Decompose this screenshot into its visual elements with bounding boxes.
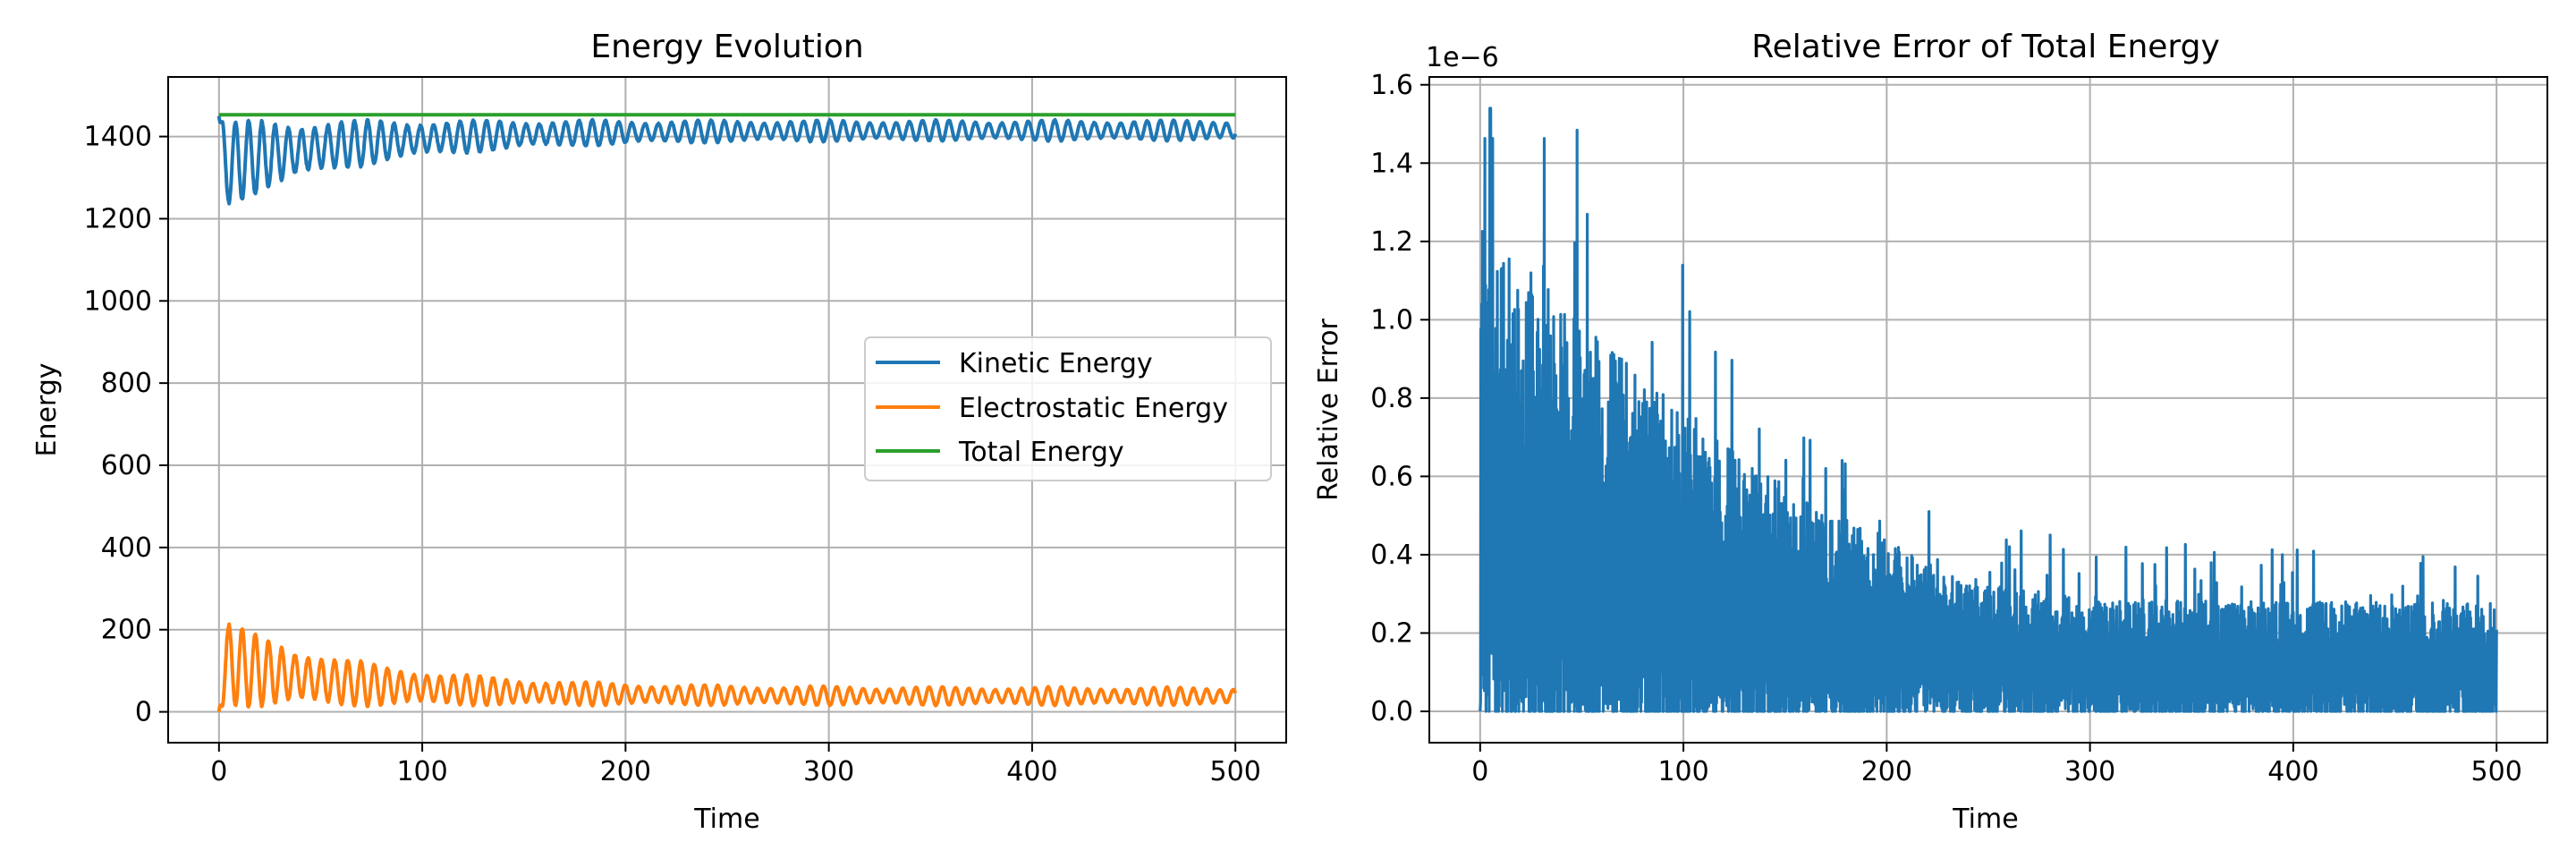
error-y-tick-label: 1.0 — [1370, 304, 1413, 336]
energy-y-tick-label: 400 — [101, 532, 152, 564]
energy-y-tick-label: 1400 — [84, 122, 152, 153]
energy-evolution-chart: 0 100 200 300 400 500 0 200 400 600 800 1000 1200 140… — [31, 29, 1287, 835]
relative-error-line — [1479, 106, 2498, 713]
error-offset-text: 1e−6 — [1426, 42, 1499, 73]
energy-y-tick-label: 0 — [135, 697, 152, 728]
error-y-tick-label: 1.6 — [1370, 70, 1413, 101]
error-y-tick-label: 0.4 — [1370, 540, 1413, 571]
energy-y-tick-label: 800 — [101, 368, 152, 399]
error-y-tick-label: 1.2 — [1370, 226, 1413, 258]
energy-x-tick-label: 500 — [1210, 756, 1261, 787]
error-x-tick-label: 200 — [1861, 756, 1912, 787]
error-chart-title: Relative Error of Total Energy — [1751, 29, 2220, 65]
energy-x-axis-label: Time — [693, 804, 759, 835]
error-x-tick-label: 500 — [2471, 756, 2522, 787]
error-x-tick-label: 300 — [2064, 756, 2115, 787]
electrostatic-energy-line — [216, 622, 1238, 712]
legend-label-kinetic: Kinetic Energy — [959, 348, 1153, 379]
energy-x-tick-label: 400 — [1006, 756, 1057, 787]
error-x-tick-label: 400 — [2267, 756, 2318, 787]
energy-ticks: 0 100 200 300 400 500 0 200 400 600 800 1000 1200 140… — [84, 122, 1261, 787]
error-y-tick-label: 1.4 — [1370, 148, 1413, 179]
error-series — [1479, 106, 2498, 713]
energy-x-tick-label: 300 — [803, 756, 854, 787]
error-ticks: 0 100 200 300 400 500 0.0 0.2 0.4 0.6 0.8 1.0 1.2 1.4… — [1370, 70, 2522, 787]
kinetic-energy-line — [216, 115, 1238, 206]
energy-y-axis-label: Energy — [31, 362, 63, 456]
error-y-axis-label: Relative Error — [1313, 319, 1344, 501]
energy-x-tick-label: 0 — [210, 756, 227, 787]
error-y-tick-label: 0.2 — [1370, 617, 1413, 649]
legend-box — [864, 336, 1272, 481]
error-y-tick-label: 0.8 — [1370, 383, 1413, 414]
legend-label-electrostatic: Electrostatic Energy — [959, 393, 1228, 424]
error-x-axis-label: Time — [1952, 804, 2018, 835]
energy-x-tick-label: 200 — [600, 756, 651, 787]
energy-y-tick-label: 600 — [101, 450, 152, 481]
energy-y-tick-label: 1200 — [84, 203, 152, 234]
energy-y-tick-label: 200 — [101, 615, 152, 646]
energy-axes-frame — [167, 76, 1287, 744]
error-y-tick-label: 0.6 — [1370, 461, 1413, 492]
error-x-tick-label: 100 — [1657, 756, 1708, 787]
energy-series — [216, 113, 1238, 712]
energy-x-tick-label: 100 — [396, 756, 447, 787]
error-x-tick-label: 0 — [1471, 756, 1488, 787]
relative-error-chart: 0 100 200 300 400 500 0.0 0.2 0.4 0.6 0.8 1.0 1.2 1.4… — [1313, 29, 2548, 835]
energy-chart-title: Energy Evolution — [590, 29, 863, 65]
energy-legend: Kinetic Energy Electrostatic Energy Tota… — [864, 336, 1272, 481]
error-axes-frame — [1428, 76, 2548, 744]
legend-label-total: Total Energy — [958, 437, 1124, 468]
energy-y-tick-label: 1000 — [84, 285, 152, 317]
error-y-tick-label: 0.0 — [1370, 696, 1413, 727]
